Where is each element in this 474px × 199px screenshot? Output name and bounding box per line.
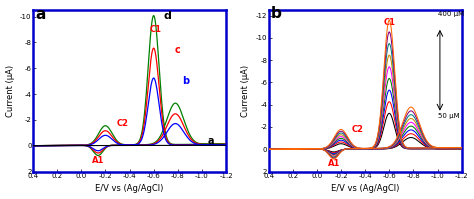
Text: c: c <box>174 45 180 55</box>
Text: A1: A1 <box>328 159 340 168</box>
Text: a: a <box>208 136 214 146</box>
Text: 400 μM: 400 μM <box>438 11 464 17</box>
Text: C1: C1 <box>384 18 396 27</box>
Text: C1: C1 <box>149 25 162 34</box>
Text: C2: C2 <box>116 119 128 128</box>
Y-axis label: Current (μA): Current (μA) <box>6 65 15 117</box>
Text: a: a <box>36 7 46 22</box>
Text: A1: A1 <box>92 156 104 165</box>
Text: b: b <box>182 76 190 86</box>
X-axis label: E/V vs (Ag/AgCl): E/V vs (Ag/AgCl) <box>95 184 164 193</box>
Text: d: d <box>163 11 171 21</box>
Text: C2: C2 <box>352 125 364 134</box>
Text: b: b <box>271 6 282 21</box>
Text: 50 μM: 50 μM <box>438 113 459 119</box>
Y-axis label: Current (μA): Current (μA) <box>241 65 250 117</box>
X-axis label: E/V vs (Ag/AgCl): E/V vs (Ag/AgCl) <box>331 184 399 193</box>
